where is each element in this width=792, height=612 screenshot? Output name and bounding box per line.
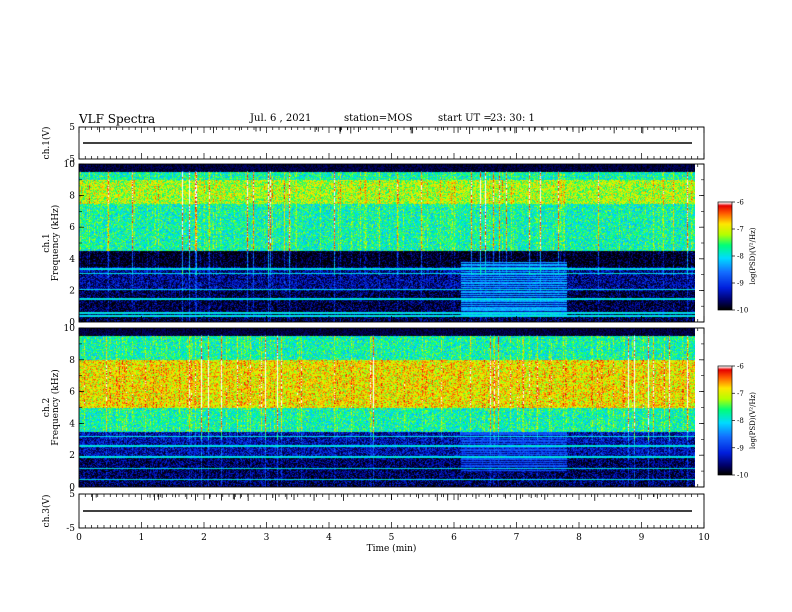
y-axis-label: ch.2 bbox=[42, 398, 52, 417]
y-tick-label: 0 bbox=[69, 318, 75, 328]
y-axis-label: Frequency (kHz) bbox=[50, 205, 61, 282]
x-tick-label: 1 bbox=[139, 533, 145, 543]
x-tick-label: 9 bbox=[639, 533, 645, 543]
y-tick-label: 6 bbox=[69, 388, 75, 398]
colorbar-label: log(PSD)(V²/Hz) bbox=[749, 392, 757, 449]
x-tick-label: 8 bbox=[576, 533, 582, 543]
y-axis-label: ch.1(V) bbox=[41, 127, 52, 160]
y-tick-label: 4 bbox=[69, 419, 75, 429]
y-tick-label: 0 bbox=[69, 483, 75, 493]
colorbar-tick-label: -9 bbox=[737, 280, 744, 288]
x-tick-label: 7 bbox=[514, 533, 520, 543]
ch1-spectrogram-image bbox=[79, 164, 695, 322]
x-tick-label: 3 bbox=[264, 533, 270, 543]
y-tick-label: 10 bbox=[64, 324, 76, 334]
y-axis-label: Frequency (kHz) bbox=[50, 369, 61, 446]
ch2-spectrogram-image bbox=[79, 328, 695, 487]
y-tick-label: -5 bbox=[66, 155, 75, 165]
x-tick-label: 5 bbox=[389, 533, 395, 543]
y-tick-label: 8 bbox=[69, 192, 75, 202]
station-label: station=MOS bbox=[344, 113, 413, 124]
x-tick-label: 0 bbox=[76, 533, 82, 543]
colorbar-tick-label: -9 bbox=[737, 444, 744, 452]
colorbar-label: log(PSD)(V²/Hz) bbox=[749, 227, 757, 284]
colorbar-tick-label: -7 bbox=[737, 390, 744, 398]
colorbar-tick-label: -10 bbox=[737, 472, 748, 480]
y-axis-label: ch.3(V) bbox=[41, 495, 52, 528]
y-tick-label: 6 bbox=[69, 223, 75, 233]
colorbar-tick-label: -10 bbox=[737, 307, 748, 315]
colorbar-tick-label: -7 bbox=[737, 226, 744, 234]
x-axis-label: Time (min) bbox=[367, 543, 417, 554]
y-axis-label: ch.1 bbox=[42, 233, 52, 252]
y-tick-label: 4 bbox=[69, 255, 75, 265]
x-tick-label: 6 bbox=[451, 533, 457, 543]
y-tick-label: 2 bbox=[69, 451, 75, 461]
x-tick-label: 2 bbox=[201, 533, 207, 543]
y-tick-label: 5 bbox=[69, 123, 75, 133]
y-tick-label: 8 bbox=[69, 356, 75, 366]
start-ut-label: start UT = bbox=[438, 113, 492, 124]
y-tick-label: 5 bbox=[69, 490, 75, 500]
y-tick-label: 2 bbox=[69, 286, 75, 296]
colorbar-tick-label: -8 bbox=[737, 253, 744, 261]
colorbar-2 bbox=[718, 366, 732, 475]
chart-title: VLF Spectra bbox=[79, 112, 156, 126]
x-tick-label: 4 bbox=[326, 533, 332, 543]
colorbar-tick-label: -6 bbox=[737, 199, 744, 207]
colorbar-1 bbox=[718, 202, 732, 310]
start-ut-value: 23: 30: 1 bbox=[490, 113, 535, 124]
colorbar-tick-label: -6 bbox=[737, 363, 744, 371]
y-tick-label: -5 bbox=[66, 524, 75, 534]
date-label: Jul. 6 , 2021 bbox=[250, 113, 312, 124]
colorbar-tick-label: -8 bbox=[737, 417, 744, 425]
y-tick-label: 10 bbox=[64, 160, 76, 170]
x-tick-label: 10 bbox=[698, 533, 710, 543]
